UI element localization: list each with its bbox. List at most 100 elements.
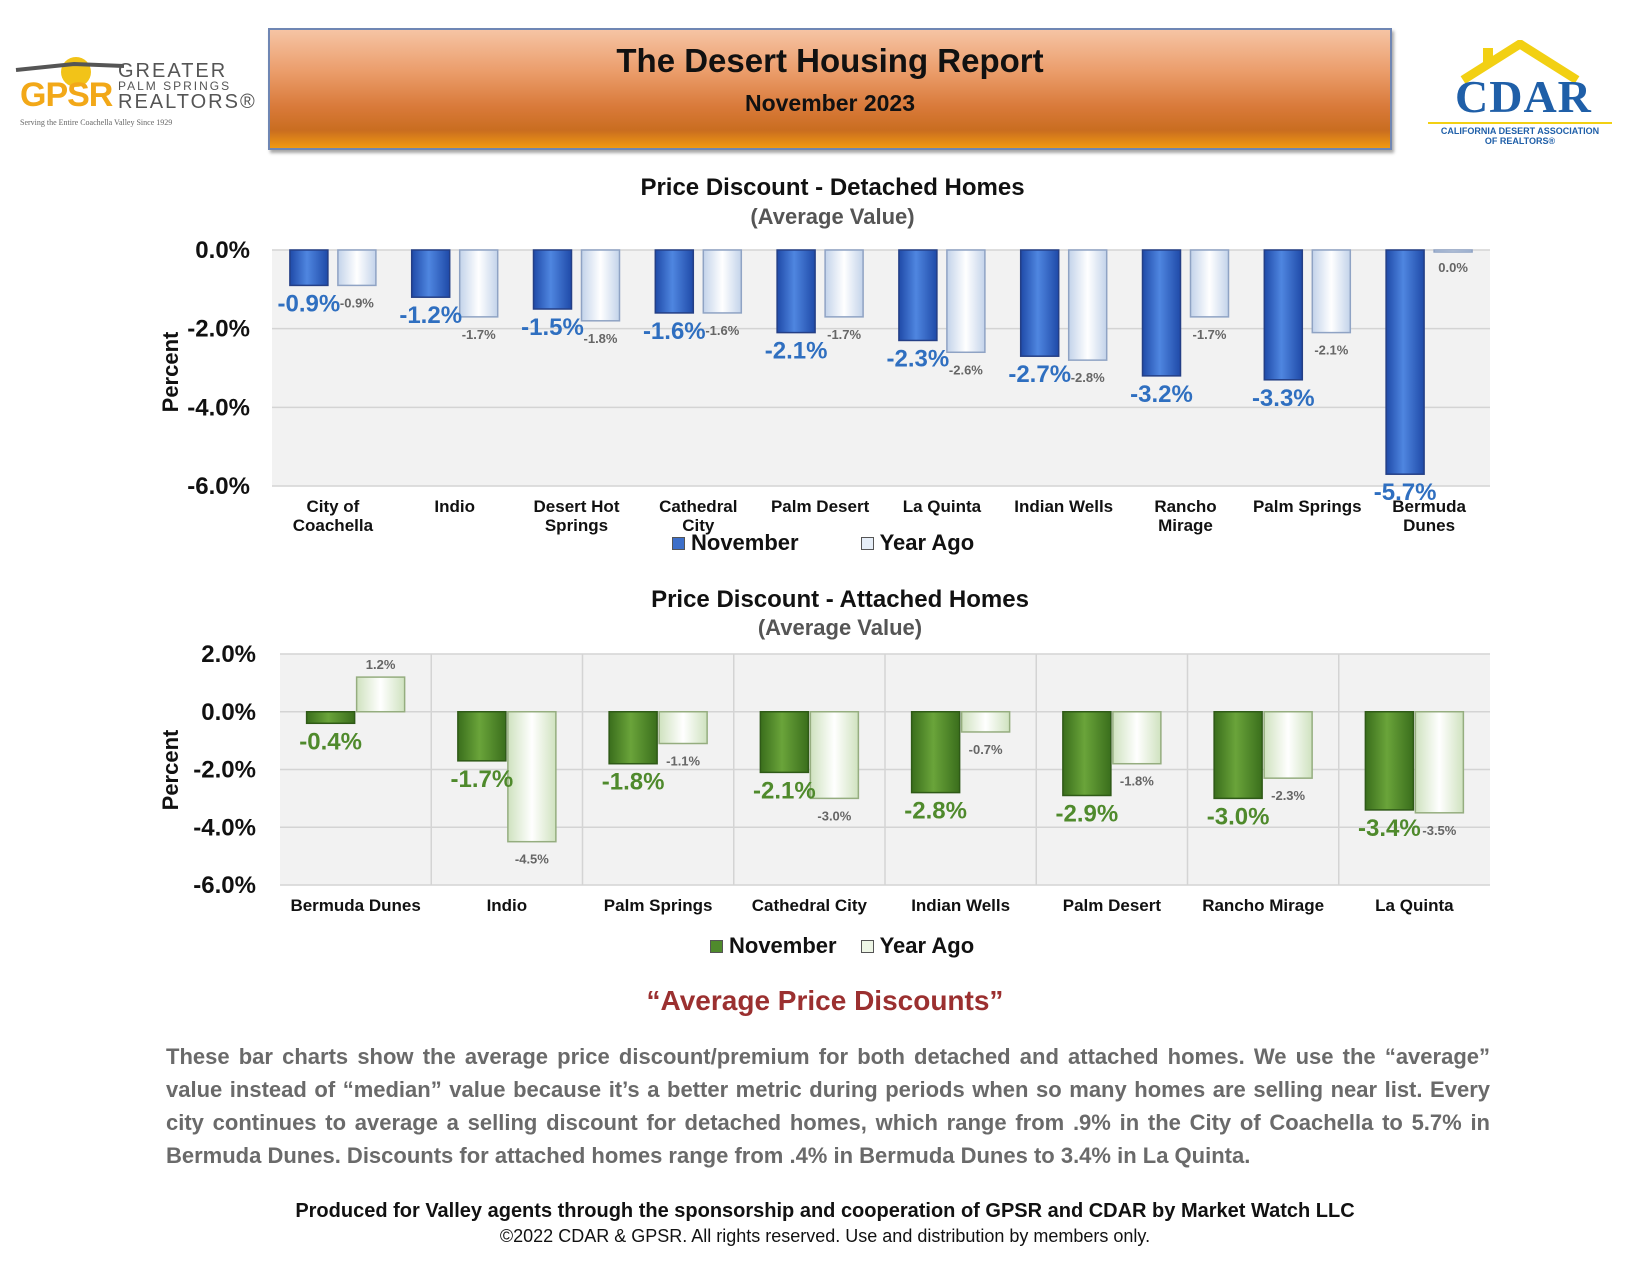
gpsr-line-3: REALTORS®	[118, 91, 257, 113]
y-tick-label: -2.0%	[193, 757, 256, 784]
bar-november-4	[910, 711, 961, 794]
gpsr-line-1: GREATER	[118, 60, 228, 82]
bar-year-ago-9	[1433, 249, 1473, 253]
bar-year-ago-4	[824, 249, 864, 318]
bar-year-ago-6	[1067, 249, 1108, 361]
data-label-year-ago-3: -1.6%	[705, 323, 739, 338]
bar-year-ago-5	[946, 249, 986, 354]
credit-line: Produced for Valley agents through the s…	[295, 1200, 1355, 1222]
plot-area	[272, 250, 1490, 486]
bar-year-ago-3	[702, 249, 743, 314]
x-category-label-1: Indio	[434, 497, 475, 516]
data-label-november-5: -2.3%	[887, 345, 950, 372]
gpsr-logo: GPSR GREATER PALM SPRINGS REALTORS® Serv…	[14, 52, 255, 132]
detached-chart: 0.0% -2.0% -4.0% -6.0% Percent -0.9% -0.9% City…	[158, 237, 1490, 535]
data-label-november-0: -0.4%	[299, 728, 362, 755]
legend-swatch-year-ago	[860, 536, 874, 550]
data-label-year-ago-7: -3.5%	[1422, 823, 1456, 838]
legend-label-november: November	[729, 933, 837, 958]
legend-label-november: November	[691, 530, 799, 555]
cdar-roof-icon	[1460, 40, 1580, 84]
legend-year-ago-detached: Year Ago	[860, 530, 975, 556]
x-category-label-1: Indio	[487, 896, 528, 915]
y-tick-label: -2.0%	[187, 316, 250, 343]
data-label-november-7: -3.2%	[1130, 381, 1193, 408]
bar-november-7	[1141, 249, 1182, 377]
bar-november-3	[759, 711, 810, 774]
bar-year-ago-5	[1112, 711, 1162, 765]
data-label-year-ago-4: -0.7%	[969, 742, 1003, 757]
x-category-label-0: Bermuda Dunes	[290, 896, 420, 915]
data-label-november-2: -1.8%	[602, 769, 665, 796]
x-category-label-2: Palm Springs	[604, 896, 713, 915]
detached-chart-subtitle: (Average Value)	[750, 204, 915, 229]
bar-year-ago-2	[658, 711, 708, 745]
x-category-label-4: Palm Desert	[771, 497, 870, 516]
bar-november-0	[289, 249, 329, 287]
bar-november-4	[776, 249, 816, 334]
bar-year-ago-3	[809, 711, 860, 800]
bar-year-ago-0	[355, 676, 406, 713]
detached-legend: November Year Ago	[672, 530, 974, 556]
data-label-year-ago-1: -1.7%	[462, 327, 496, 342]
data-label-year-ago-5: -1.8%	[1120, 774, 1154, 789]
cdar-line-2: OF REALTORS®	[1484, 136, 1556, 146]
bar-november-7	[1364, 711, 1415, 811]
cdar-logo	[1425, 40, 1615, 145]
legend-swatch-november	[710, 939, 723, 953]
gpsr-sun-roof-icon	[15, 57, 125, 87]
cdar-subtitle: CALIFORNIA DESERT ASSOCIATION OF REALTOR…	[1420, 122, 1620, 146]
x-category-label-7: Rancho Mirage	[1154, 497, 1216, 535]
data-label-year-ago-2: -1.8%	[584, 331, 618, 346]
data-label-year-ago-5: -2.6%	[949, 362, 983, 377]
bar-year-ago-7	[1414, 711, 1465, 814]
data-label-year-ago-8: -2.1%	[1314, 343, 1348, 358]
bar-november-1	[457, 711, 507, 762]
gpsr-abbrev: GPSR	[20, 76, 113, 114]
bar-year-ago-4	[960, 711, 1011, 733]
x-category-label-6: Indian Wells	[1014, 497, 1113, 516]
bar-november-6	[1213, 711, 1263, 800]
legend-label-year-ago: Year Ago	[879, 530, 975, 555]
summary-heading: “Average Price Discounts”	[646, 985, 1004, 1016]
bar-year-ago-2	[580, 249, 621, 322]
data-label-year-ago-6: -2.8%	[1071, 370, 1105, 385]
legend-november-detached: November	[672, 530, 799, 556]
y-tick-label: 0.0%	[195, 237, 250, 264]
y-tick-label: -6.0%	[193, 872, 256, 899]
bar-year-ago-7	[1189, 249, 1230, 318]
attached-chart-title: Price Discount - Attached Homes	[651, 586, 1029, 613]
detached-chart-title: Price Discount - Detached Homes	[640, 174, 1025, 201]
x-category-label-7: La Quinta	[1375, 896, 1454, 915]
data-label-year-ago-1: -4.5%	[515, 852, 549, 867]
data-label-year-ago-6: -2.3%	[1271, 788, 1305, 803]
data-label-november-0: -0.9%	[278, 290, 341, 317]
legend-swatch-november	[672, 536, 685, 550]
data-label-november-7: -3.4%	[1358, 815, 1421, 842]
bar-november-2	[532, 249, 573, 310]
bar-november-5	[1062, 711, 1112, 797]
gpsr-line-2: PALM SPRINGS	[118, 79, 232, 93]
data-label-november-3: -2.1%	[753, 777, 816, 804]
attached-legend: November Year Ago	[710, 933, 974, 959]
data-label-november-4: -2.8%	[904, 798, 967, 825]
gpsr-tagline: Serving the Entire Coachella Valley Sinc…	[20, 118, 173, 127]
bar-year-ago-0	[337, 249, 377, 287]
data-label-november-4: -2.1%	[765, 338, 828, 365]
y-tick-label: -4.0%	[187, 394, 250, 421]
data-label-year-ago-2: -1.1%	[666, 754, 700, 769]
x-category-label-5: Palm Desert	[1063, 896, 1162, 915]
x-category-label-3: Cathedral City	[659, 497, 737, 535]
x-category-label-2: Desert Hot Springs	[534, 497, 620, 535]
bar-year-ago-6	[1263, 711, 1313, 779]
data-label-november-2: -1.5%	[521, 314, 584, 341]
legend-year-ago-attached: Year Ago	[860, 933, 974, 959]
data-label-november-8: -3.3%	[1252, 385, 1315, 412]
data-label-november-3: -1.6%	[643, 318, 706, 345]
x-category-label-0: City of Coachella	[293, 497, 374, 535]
data-label-year-ago-0: -0.9%	[340, 295, 374, 310]
legend-november-attached: November	[710, 933, 837, 959]
x-category-label-4: Indian Wells	[911, 896, 1010, 915]
data-label-november-1: -1.2%	[399, 302, 462, 329]
report-title: The Desert Housing Report	[616, 42, 1044, 79]
